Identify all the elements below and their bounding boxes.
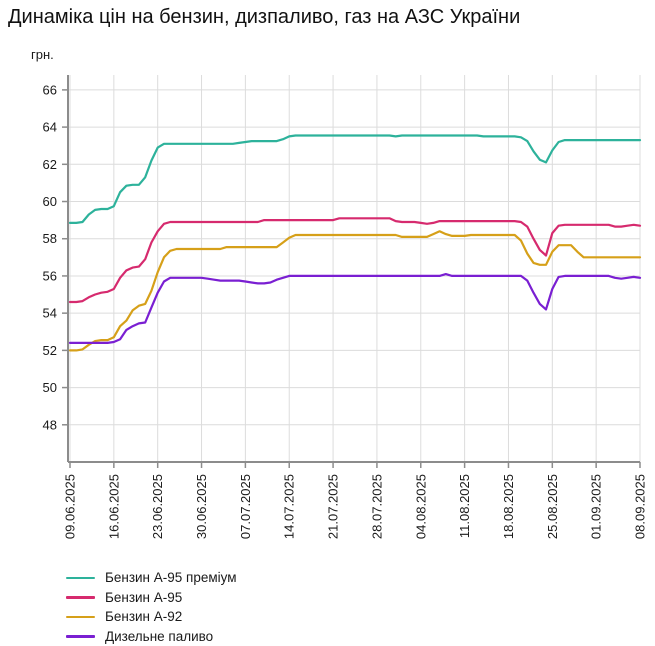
price-chart[interactable]: 48 50 52 54 56 58 60 62 64 66 09.06.2025 16.06.2025… (0, 40, 655, 610)
y-tick-label: 54 (43, 306, 57, 321)
legend-item-0[interactable]: Бензин А-95 преміум (66, 568, 237, 588)
y-tick-label: 62 (43, 157, 57, 172)
series-line-0 (68, 134, 642, 224)
legend-swatch (66, 576, 95, 579)
x-tick-label: 25.08.2025 (545, 474, 560, 539)
y-tick-label: 50 (43, 380, 57, 395)
x-tick-label: 28.07.2025 (369, 474, 384, 539)
x-tick-label: 21.07.2025 (326, 474, 341, 539)
x-tick-label: 18.08.2025 (501, 474, 516, 539)
legend-swatch (66, 596, 95, 599)
y-tick-label: 58 (43, 231, 57, 246)
x-tick-label: 07.07.2025 (238, 474, 253, 539)
x-tick-label: 08.09.2025 (633, 474, 648, 539)
legend-item-2[interactable]: Бензин А-92 (66, 607, 237, 627)
legend-label: Бензин А-95 преміум (105, 570, 237, 585)
x-tick-label: 23.06.2025 (150, 474, 165, 539)
x-tick-label: 04.08.2025 (413, 474, 428, 539)
y-axis-unit-label: грн. (31, 47, 54, 62)
x-tick-label: 30.06.2025 (194, 474, 209, 539)
legend: Бензин А-95 преміум Бензин А-95 Бензин А-9… (66, 568, 237, 646)
legend-label: Бензин А-92 (105, 609, 183, 624)
series-line-1 (68, 217, 642, 304)
legend-item-1[interactable]: Бензин А-95 (66, 588, 237, 608)
legend-swatch (66, 615, 95, 618)
y-tick-label: 48 (43, 417, 57, 432)
chart-title: Динаміка цін на бензин, дизпаливо, газ н… (8, 6, 521, 28)
series-line-3 (68, 273, 642, 344)
x-tick-label: 16.06.2025 (106, 474, 121, 539)
x-tick-label: 01.09.2025 (589, 474, 604, 539)
x-tick-label: 14.07.2025 (282, 474, 297, 539)
series-line-2 (68, 230, 642, 352)
x-tick-label: 11.08.2025 (457, 474, 472, 538)
legend-item-3[interactable]: Дизельне паливо (66, 627, 237, 646)
legend-label: Бензин А-95 (105, 589, 183, 605)
y-tick-label: 64 (43, 120, 57, 135)
legend-label: Дизельне паливо (105, 628, 214, 644)
y-tick-label: 66 (43, 82, 57, 97)
y-tick-label: 60 (43, 194, 57, 209)
x-tick-label: 09.06.2025 (63, 474, 78, 539)
y-tick-label: 56 (43, 268, 57, 283)
y-tick-label: 52 (43, 343, 57, 358)
legend-swatch (66, 635, 95, 638)
